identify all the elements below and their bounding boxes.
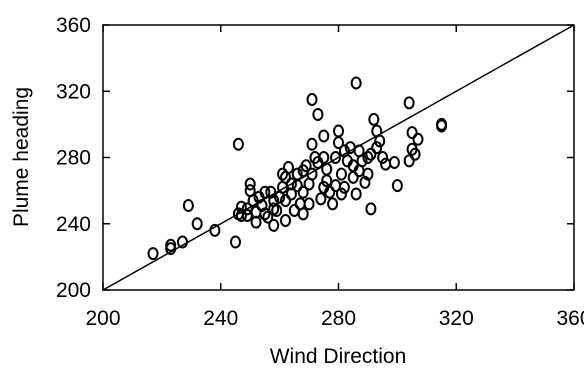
data-point	[374, 134, 386, 148]
data-point	[409, 147, 421, 161]
data-point	[350, 187, 362, 201]
data-point	[318, 151, 330, 164]
y-tick-label: 360	[56, 14, 91, 37]
data-point	[327, 197, 339, 211]
data-point	[262, 210, 274, 224]
data-point	[232, 137, 244, 151]
data-point	[291, 179, 303, 193]
data-points	[147, 76, 448, 261]
data-point	[176, 235, 188, 249]
data-point	[333, 136, 344, 150]
data-point	[268, 218, 280, 232]
data-point	[312, 107, 324, 121]
y-tick-label: 280	[56, 147, 91, 170]
data-point	[244, 177, 256, 191]
data-point	[209, 223, 221, 237]
data-point	[297, 185, 309, 199]
data-point	[306, 93, 318, 107]
x-tick-label: 360	[556, 307, 584, 330]
data-point	[241, 208, 253, 222]
y-tick-label: 240	[56, 213, 91, 236]
data-point	[268, 202, 280, 216]
data-point	[306, 167, 318, 181]
data-point	[330, 151, 342, 164]
data-point	[315, 192, 327, 206]
data-point	[403, 154, 415, 168]
data-point	[282, 160, 294, 174]
x-tick-label: 200	[85, 307, 120, 330]
data-point	[347, 159, 359, 173]
data-point	[436, 119, 448, 133]
data-point	[359, 175, 371, 189]
data-point	[318, 129, 330, 143]
data-point	[165, 238, 177, 252]
data-point	[333, 124, 344, 138]
data-point	[235, 200, 247, 214]
data-point	[380, 157, 392, 171]
data-point	[377, 151, 389, 164]
data-point	[338, 180, 350, 194]
data-point	[280, 194, 292, 208]
data-point	[318, 180, 330, 194]
data-point	[265, 185, 277, 199]
data-point	[259, 207, 271, 221]
data-point	[182, 199, 194, 213]
axis-ticks	[102, 24, 575, 291]
data-point	[297, 207, 309, 221]
data-point	[285, 187, 297, 201]
one-to-one-reference-line	[102, 24, 575, 291]
data-point	[229, 235, 241, 249]
data-point	[371, 141, 383, 155]
data-point	[303, 197, 315, 211]
data-point	[235, 208, 247, 222]
data-point	[256, 199, 268, 213]
data-point	[335, 187, 347, 201]
data-point	[321, 162, 333, 176]
data-point	[350, 76, 362, 90]
data-point	[259, 185, 271, 199]
data-point	[247, 194, 259, 208]
data-point	[365, 202, 377, 216]
data-point	[388, 155, 400, 169]
data-point	[280, 213, 292, 227]
data-point	[391, 179, 403, 193]
data-point	[306, 137, 318, 151]
data-point	[356, 154, 368, 168]
data-point	[277, 167, 289, 181]
x-tick-label: 280	[321, 307, 356, 330]
y-tick-label: 320	[56, 80, 91, 103]
data-point	[191, 217, 203, 231]
y-axis-title: Plume heading	[10, 87, 33, 227]
data-point	[362, 167, 374, 181]
data-point	[335, 167, 347, 181]
data-point	[406, 126, 418, 140]
data-point	[347, 170, 359, 184]
tick-labels: 200 240 280 320 360 200 240 280 320 360	[56, 14, 584, 330]
data-point	[147, 247, 159, 261]
data-point	[412, 132, 424, 146]
data-point	[321, 174, 333, 188]
x-tick-label: 240	[203, 307, 238, 330]
data-point	[403, 96, 415, 110]
x-tick-label: 320	[439, 307, 474, 330]
x-axis-title: Wind Direction	[270, 345, 407, 368]
data-point	[285, 177, 297, 191]
data-point	[250, 215, 262, 229]
y-tick-label: 200	[56, 279, 91, 302]
data-point	[288, 204, 300, 217]
data-point	[362, 151, 374, 164]
data-point	[368, 112, 380, 126]
data-point	[365, 147, 377, 161]
data-point	[300, 159, 312, 173]
